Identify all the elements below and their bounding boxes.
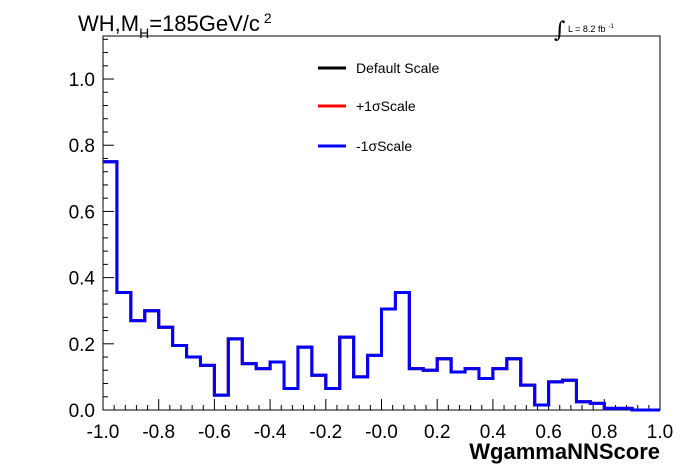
x-tick-label: -0.2 bbox=[309, 422, 342, 443]
x-tick-label: -0.4 bbox=[254, 422, 287, 443]
series-line-default-scale bbox=[103, 160, 660, 412]
x-tick-label: 0.6 bbox=[535, 422, 561, 443]
y-tick-label: 0.8 bbox=[69, 136, 95, 157]
series-line-1-scale bbox=[103, 160, 660, 412]
legend: Default Scale +1σScale -1σScale bbox=[318, 60, 439, 154]
y-tick-label: 0.4 bbox=[69, 269, 96, 290]
y-tick-label: 0.0 bbox=[69, 401, 95, 422]
tick-labels: -1.0 -0.8 -0.6 -0.4 -0.2 -0.0 0.2 0.4 0.6 0.8 1.0 0… bbox=[69, 70, 674, 443]
x-tick-label: -0.0 bbox=[365, 422, 398, 443]
x-tick-label: -0.6 bbox=[198, 422, 231, 443]
lumi-label: ∫ L = 8.2 fb -1 bbox=[554, 18, 614, 43]
x-tick-label: -1.0 bbox=[87, 422, 120, 443]
title-subscript: H bbox=[139, 25, 149, 41]
legend-label: -1σScale bbox=[356, 138, 412, 154]
lumi-superscript: -1 bbox=[608, 24, 614, 30]
title-rest: =185GeV/c bbox=[149, 11, 260, 36]
title-superscript: 2 bbox=[264, 10, 272, 26]
x-tick-label: 0.2 bbox=[424, 422, 450, 443]
x-axis-title: WgammaNNScore bbox=[469, 439, 660, 464]
series-layer bbox=[103, 160, 660, 412]
x-tick-label: 0.4 bbox=[480, 422, 507, 443]
legend-label: +1σScale bbox=[356, 98, 416, 114]
x-tick-label: 0.8 bbox=[591, 422, 617, 443]
y-tick-label: 0.6 bbox=[69, 202, 95, 223]
title-main: WH,M bbox=[78, 11, 139, 36]
x-tick-label: -0.8 bbox=[142, 422, 175, 443]
chart-title: WH,MH=185GeV/c 2 bbox=[78, 10, 272, 41]
y-tick-label: 0.2 bbox=[69, 335, 95, 356]
legend-label: Default Scale bbox=[356, 60, 439, 76]
lumi-text: L = 8.2 fb -1 bbox=[568, 24, 614, 34]
y-tick-label: 1.0 bbox=[69, 70, 95, 91]
x-tick-label: 1.0 bbox=[647, 422, 673, 443]
series-line-1-scale bbox=[103, 160, 660, 412]
integral-sign: ∫ bbox=[554, 18, 566, 43]
